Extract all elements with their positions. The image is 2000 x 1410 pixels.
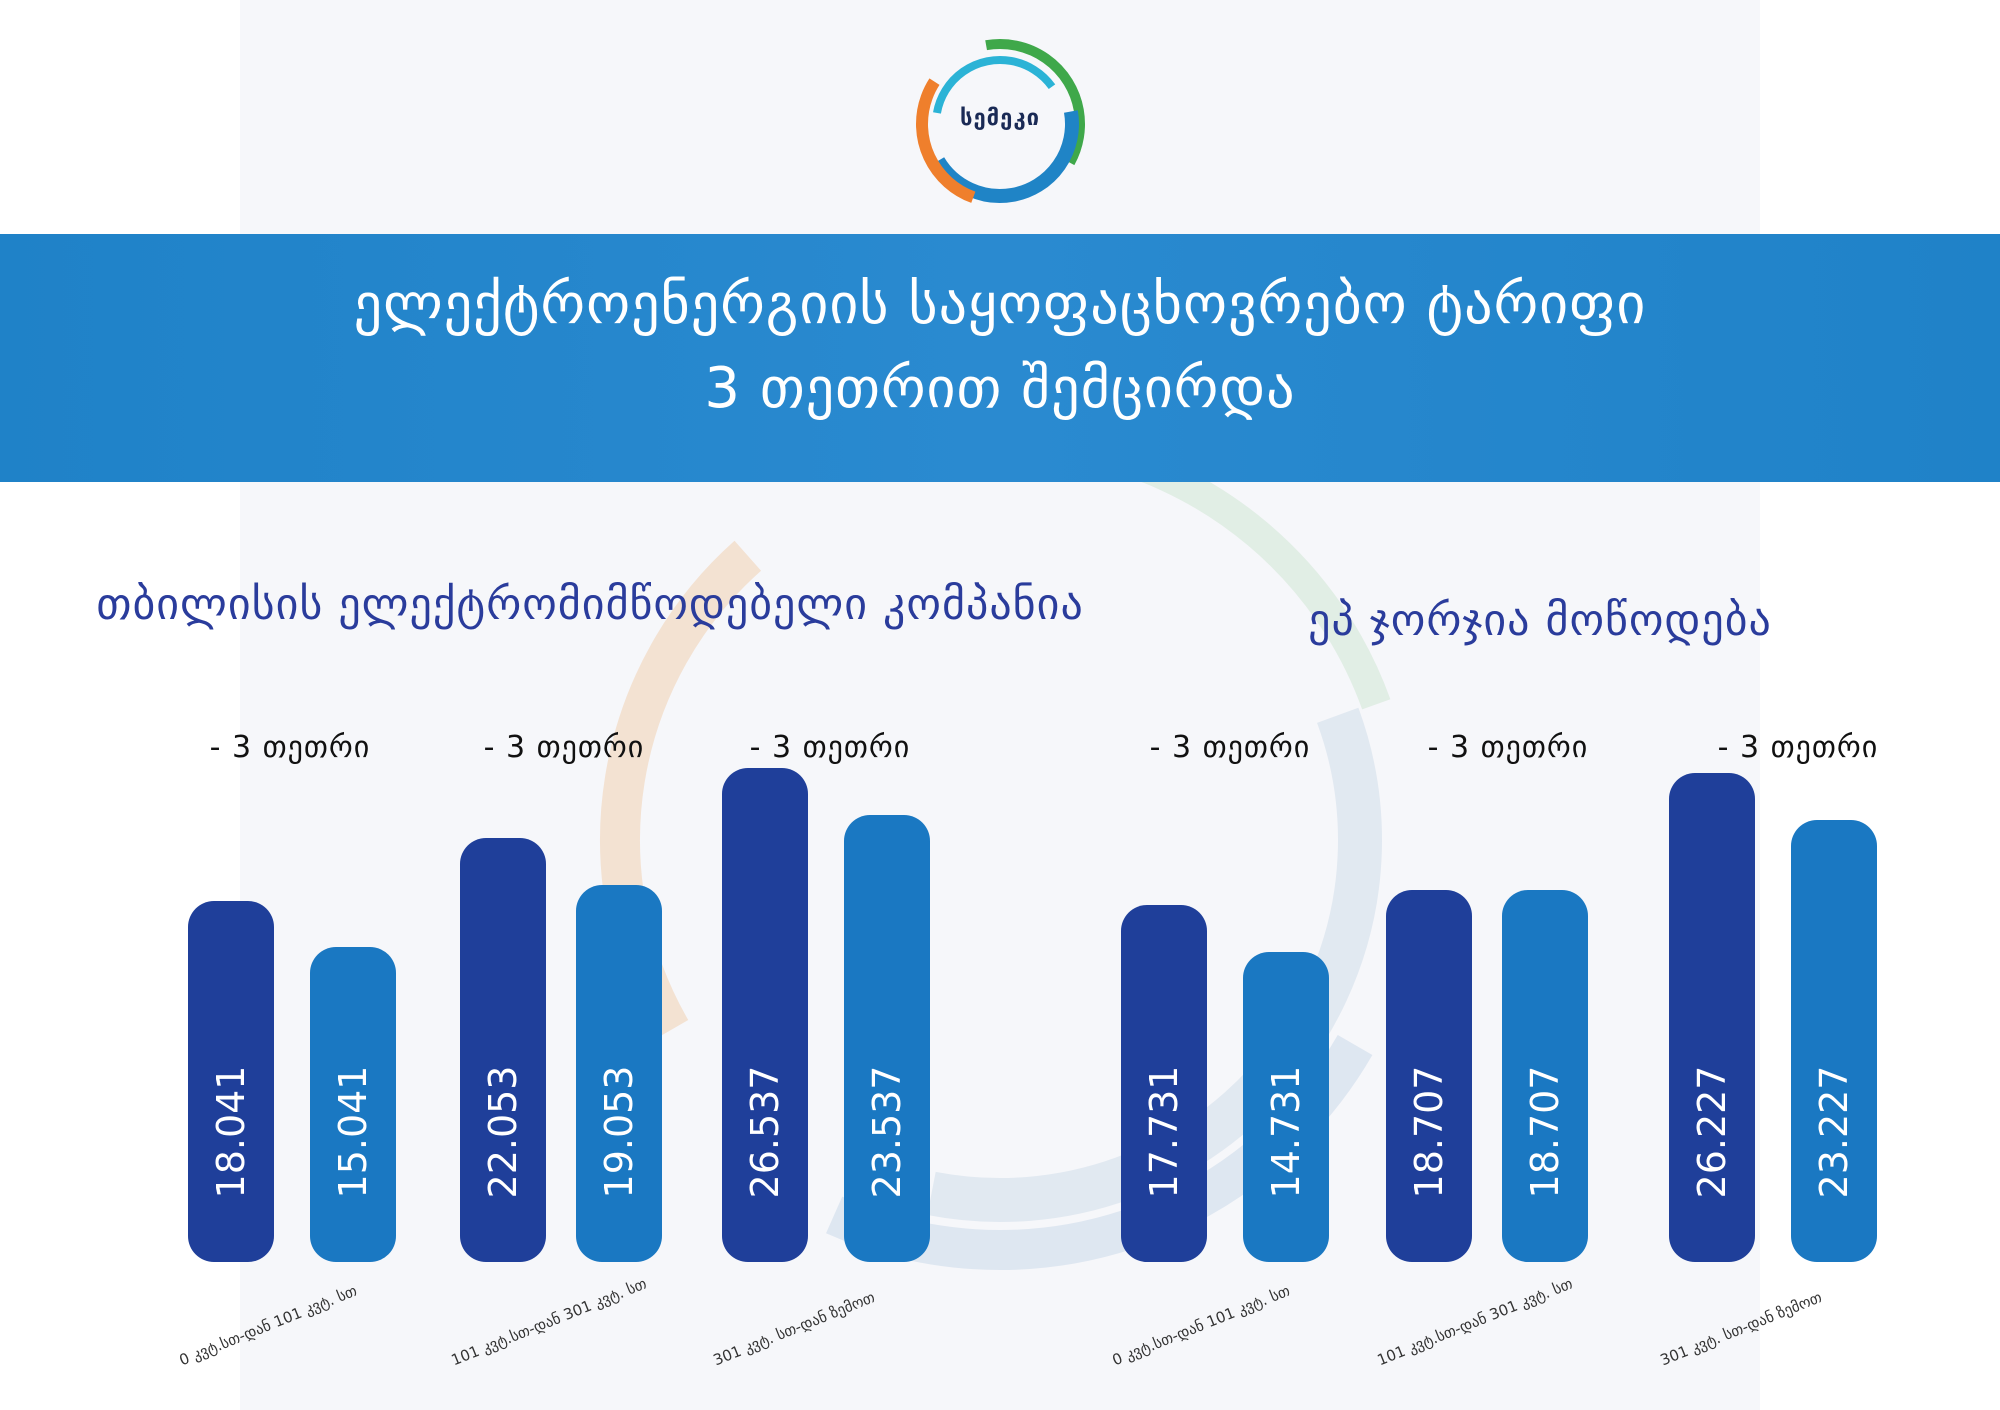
reduction-label: - 3 თეთრი [749, 730, 911, 765]
bar-new-tariff [1243, 952, 1329, 1262]
bar-old-tariff [188, 900, 274, 1262]
bar-value-label: 19.053 [597, 1065, 641, 1199]
bar-old-tariff [1121, 905, 1207, 1262]
chart-title-ep-georgia: ეპ ჯორჯია მოწოდება [1308, 595, 1772, 646]
bar-value-label: 23.227 [1812, 1065, 1856, 1199]
bar-value-label: 15.041 [331, 1065, 375, 1199]
bar-value-label: 23.537 [865, 1065, 909, 1199]
reduction-label: - 3 თეთრი [209, 730, 371, 765]
chart-title-tbilisi: თბილისის ელექტრომიმწოდებელი კომპანია [96, 579, 1084, 630]
bar-value-label: 14.731 [1264, 1065, 1308, 1199]
reduction-label: - 3 თეთრი [483, 730, 645, 765]
reduction-label: - 3 თეთრი [1717, 730, 1879, 765]
reduction-label: - 3 თეთრი [1149, 730, 1311, 765]
bar-value-label: 26.537 [743, 1065, 787, 1199]
bar-old-tariff [460, 837, 546, 1262]
bar-value-label: 17.731 [1142, 1065, 1186, 1199]
reduction-label: - 3 თეთრი [1427, 730, 1589, 765]
logo-text: სემეკი [959, 106, 1041, 131]
logo-icon [915, 39, 1085, 209]
bar-old-tariff [722, 768, 808, 1262]
title-banner: ელექტროენერგიის საყოფაცხოვრებო ტარიფი 3 … [0, 234, 2000, 482]
bar-new-tariff [576, 884, 662, 1262]
bar-value-label: 18.707 [1407, 1065, 1451, 1199]
bar-old-tariff [1669, 772, 1755, 1262]
bar-new-tariff [1502, 890, 1588, 1262]
bar-value-label: 18.707 [1523, 1065, 1567, 1199]
bar-old-tariff [1386, 890, 1472, 1262]
bar-new-tariff [844, 814, 930, 1262]
bar-value-label: 26.227 [1690, 1065, 1734, 1199]
bar-new-tariff [310, 947, 396, 1262]
bar-new-tariff [1791, 819, 1877, 1262]
bar-value-label: 22.053 [481, 1065, 525, 1199]
banner-title-line-2: 3 თეთრით შემცირდა [704, 356, 1296, 421]
bar-value-label: 18.041 [209, 1065, 253, 1199]
banner-title-line-1: ელექტროენერგიის საყოფაცხოვრებო ტარიფი [353, 272, 1647, 337]
